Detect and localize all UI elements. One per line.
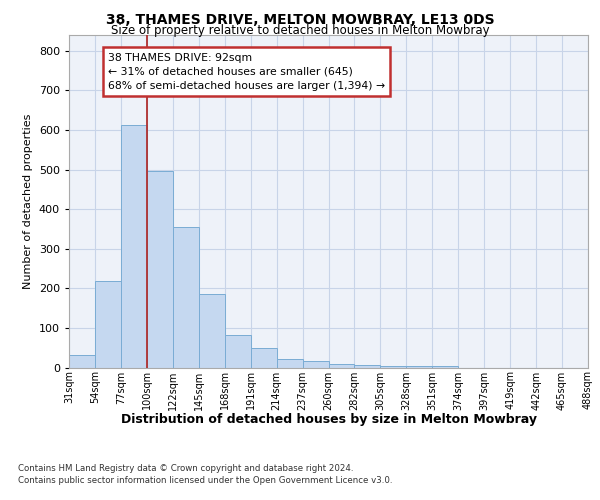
Bar: [225, 334, 251, 368]
Bar: [355, 365, 380, 368]
Bar: [95, 281, 121, 368]
Bar: [121, 125, 147, 368]
Text: 38 THAMES DRIVE: 92sqm
← 31% of detached houses are smaller (645)
68% of semi-de: 38 THAMES DRIVE: 92sqm ← 31% of detached…: [108, 53, 385, 91]
Bar: [173, 227, 199, 368]
Bar: [380, 366, 406, 368]
Text: 38, THAMES DRIVE, MELTON MOWBRAY, LE13 0DS: 38, THAMES DRIVE, MELTON MOWBRAY, LE13 0…: [106, 12, 494, 26]
Text: Distribution of detached houses by size in Melton Mowbray: Distribution of detached houses by size …: [121, 412, 537, 426]
Bar: [147, 171, 173, 368]
Bar: [302, 361, 329, 368]
Bar: [433, 366, 458, 368]
Bar: [199, 294, 224, 368]
Bar: [406, 366, 432, 368]
Y-axis label: Number of detached properties: Number of detached properties: [23, 114, 33, 289]
Bar: [69, 355, 95, 368]
Text: Contains HM Land Registry data © Crown copyright and database right 2024.: Contains HM Land Registry data © Crown c…: [18, 464, 353, 473]
Text: Contains public sector information licensed under the Open Government Licence v3: Contains public sector information licen…: [18, 476, 392, 485]
Text: Size of property relative to detached houses in Melton Mowbray: Size of property relative to detached ho…: [110, 24, 490, 37]
Bar: [251, 348, 277, 368]
Bar: [329, 364, 355, 368]
Bar: [277, 359, 302, 368]
